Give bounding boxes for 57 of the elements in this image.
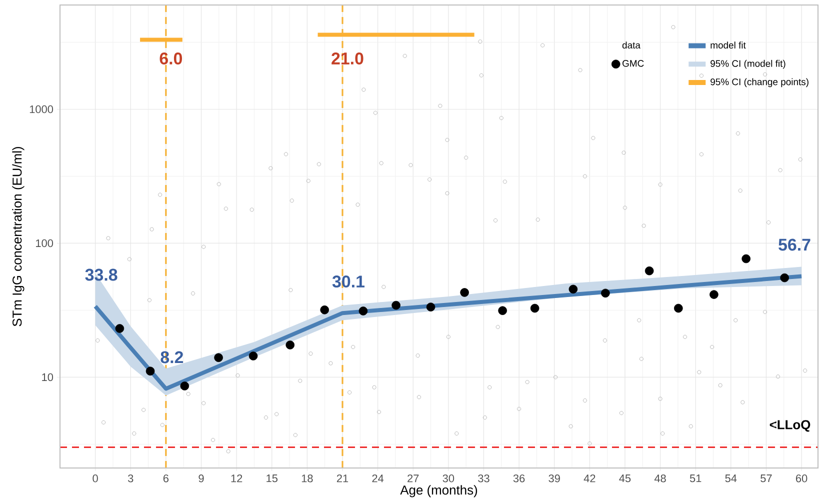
point: [710, 290, 718, 299]
x-tick-label: 15: [266, 474, 278, 482]
x-tick-label: 57: [760, 474, 772, 482]
point: [460, 288, 469, 297]
x-tick-label: 39: [548, 474, 560, 482]
x-axis-title: Age (months): [400, 485, 478, 498]
x-tick-label: 21: [336, 474, 348, 482]
point: [248, 352, 258, 360]
point: [180, 382, 190, 390]
x-tick-label: 48: [654, 474, 666, 482]
legend-label: 95% CI (change points): [710, 78, 808, 88]
x-tick-label: 36: [513, 474, 525, 482]
legend-title: data: [622, 42, 640, 49]
x-tick-label: 51: [690, 474, 702, 482]
point: [742, 254, 750, 264]
ref-line-label: 21.0: [332, 52, 364, 64]
x-tick-label: 27: [408, 474, 419, 482]
point: [674, 304, 683, 313]
annotation: 33.8: [85, 268, 118, 281]
point: [530, 304, 540, 313]
point: [498, 306, 507, 316]
x-tick-label: 33: [478, 474, 490, 482]
point: [214, 353, 223, 362]
x-tick-label: 30: [442, 474, 454, 482]
x-tick-label: 12: [231, 474, 242, 482]
x-tick-label: 45: [619, 474, 631, 482]
y-tick-label: 100: [36, 239, 54, 248]
point: [286, 340, 295, 350]
point: [426, 302, 436, 312]
x-tick-label: 54: [725, 474, 737, 482]
point: [358, 306, 368, 316]
point: [146, 366, 155, 376]
y-tick-label: 10: [42, 373, 54, 382]
x-tick-label: 3: [128, 474, 134, 482]
legend-label: model fit: [710, 42, 746, 49]
x-tick-label: 18: [302, 474, 313, 482]
point: [568, 284, 578, 294]
point: [392, 300, 400, 310]
legend-label: GMC: [622, 60, 644, 67]
x-tick-label: 24: [372, 474, 384, 482]
point: [320, 305, 329, 314]
y-tick-label: 1000: [30, 105, 54, 114]
annotation: 30.1: [332, 276, 364, 288]
y-axis-title: STm IgG concentration (EU/ml): [12, 146, 24, 326]
point: [115, 324, 124, 333]
x-tick-label: 60: [796, 474, 808, 482]
x-tick-label: 9: [198, 474, 204, 482]
annotation: 95% CI (model fit): [710, 60, 786, 69]
point: [601, 288, 610, 298]
ref-line-label: 6.0: [160, 52, 182, 64]
x-tick-label: 42: [584, 474, 596, 482]
x-tick-label: 0: [92, 474, 98, 482]
point: [780, 273, 789, 282]
ref-line-label: <LLoQ: [770, 420, 810, 432]
x-tick-label: 6: [163, 474, 168, 482]
point: [644, 266, 654, 276]
annotation: 56.7: [778, 238, 810, 251]
